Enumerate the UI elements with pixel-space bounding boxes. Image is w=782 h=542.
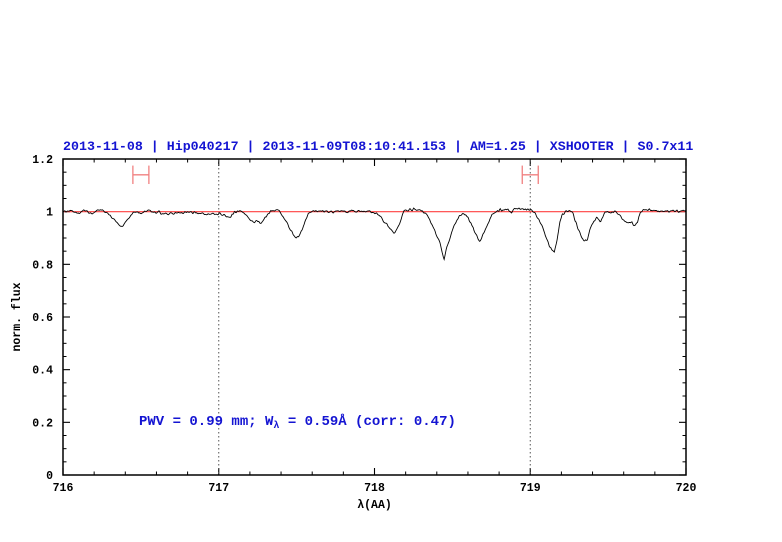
svg-text:0.8: 0.8 bbox=[32, 259, 53, 272]
svg-text:717: 717 bbox=[208, 482, 229, 495]
svg-text:720: 720 bbox=[676, 482, 697, 495]
svg-text:λ(AA): λ(AA) bbox=[357, 499, 392, 512]
svg-text:norm. flux: norm. flux bbox=[11, 282, 24, 351]
svg-text:1: 1 bbox=[46, 207, 53, 220]
svg-text:0.4: 0.4 bbox=[32, 365, 53, 378]
svg-text:2013-11-08 | Hip040217 | 2013-: 2013-11-08 | Hip040217 | 2013-11-09T08:1… bbox=[63, 139, 693, 154]
svg-text:0.6: 0.6 bbox=[32, 312, 53, 325]
svg-text:716: 716 bbox=[53, 482, 74, 495]
svg-text:0.2: 0.2 bbox=[32, 417, 53, 430]
svg-text:PWV = 0.99 mm; Wλ = 0.59Å (cor: PWV = 0.99 mm; Wλ = 0.59Å (corr: 0.47) bbox=[139, 413, 456, 432]
svg-text:719: 719 bbox=[520, 482, 541, 495]
svg-text:1.2: 1.2 bbox=[32, 154, 53, 167]
svg-text:718: 718 bbox=[364, 482, 385, 495]
